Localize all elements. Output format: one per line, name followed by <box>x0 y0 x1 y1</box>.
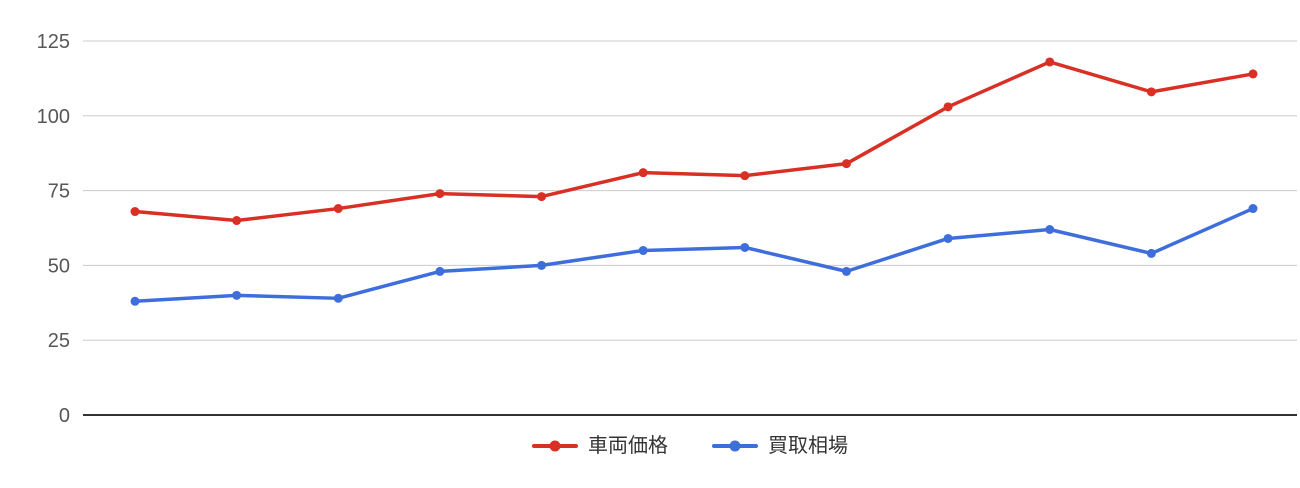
legend-dot-icon <box>549 440 561 452</box>
y-tick-label: 125 <box>37 31 70 53</box>
legend-line-marker-icon <box>532 440 578 452</box>
data-point[interactable] <box>435 189 445 199</box>
y-tick-label: 0 <box>59 405 70 427</box>
data-point[interactable] <box>333 204 343 214</box>
data-point[interactable] <box>1248 69 1258 79</box>
data-point[interactable] <box>232 216 242 226</box>
data-point[interactable] <box>740 171 750 181</box>
data-point[interactable] <box>638 168 648 178</box>
legend-entry-vehicle-price: 車両価格 <box>532 433 668 459</box>
series-line-1 <box>133 206 1255 304</box>
data-point[interactable] <box>537 260 547 270</box>
legend-entry-buyback-market: 買取相場 <box>712 433 848 459</box>
y-tick-label: 50 <box>48 255 70 277</box>
data-point[interactable] <box>943 233 953 243</box>
data-point[interactable] <box>943 102 953 112</box>
data-point[interactable] <box>740 242 750 252</box>
data-point[interactable] <box>1045 224 1055 234</box>
y-tick-label: 100 <box>37 106 70 128</box>
legend-dot-icon <box>729 440 741 452</box>
data-point[interactable] <box>1146 248 1156 258</box>
data-point[interactable] <box>1248 204 1258 214</box>
data-point[interactable] <box>1146 87 1156 97</box>
y-tick-label: 25 <box>48 330 70 352</box>
data-point[interactable] <box>333 293 343 303</box>
y-tick-label: 75 <box>48 181 70 203</box>
data-point[interactable] <box>1045 57 1055 67</box>
legend-label-vehicle-price: 車両価格 <box>588 435 668 457</box>
legend: 車両価格 買取相場 <box>83 433 1297 459</box>
data-point[interactable] <box>841 266 851 276</box>
data-point[interactable] <box>537 192 547 202</box>
data-point[interactable] <box>638 245 648 255</box>
data-point[interactable] <box>130 296 140 306</box>
legend-line-marker-icon <box>712 440 758 452</box>
data-point[interactable] <box>435 266 445 276</box>
data-point[interactable] <box>841 159 851 169</box>
data-point[interactable] <box>130 207 140 217</box>
series-line-0 <box>133 60 1255 223</box>
legend-label-buyback-market: 買取相場 <box>768 435 848 457</box>
data-point[interactable] <box>232 290 242 300</box>
